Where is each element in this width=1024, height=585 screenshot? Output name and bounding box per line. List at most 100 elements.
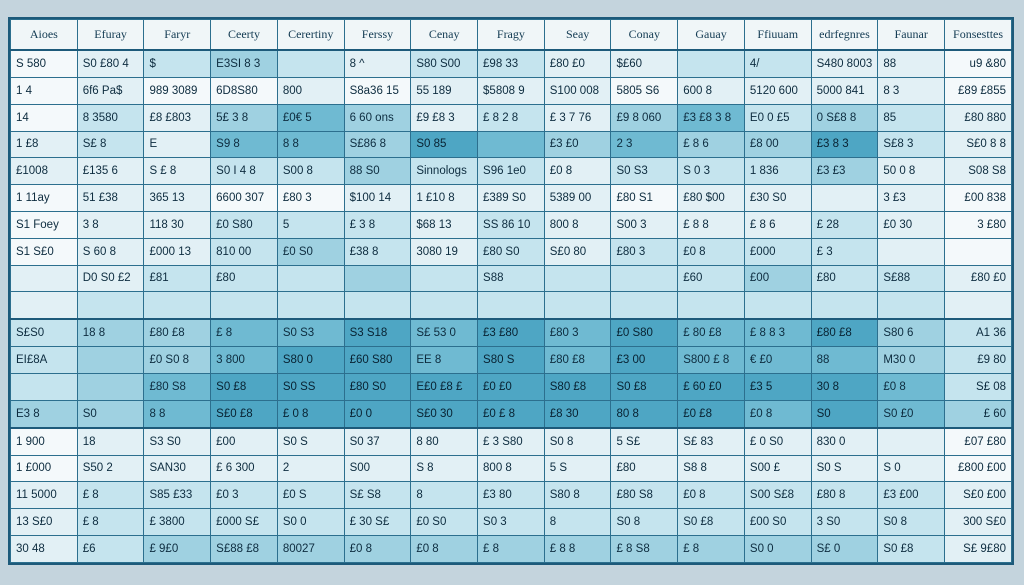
table-cell[interactable]: 1 11ay	[10, 184, 78, 212]
table-cell[interactable]: £9 80	[944, 346, 1012, 374]
table-cell[interactable]: £07 £80	[944, 426, 1012, 456]
table-cell[interactable]: S0 0	[276, 508, 345, 537]
table-cell[interactable]: £80	[610, 454, 679, 483]
table-cell[interactable]: £3 00	[610, 346, 679, 374]
table-cell[interactable]: £89 £855	[944, 76, 1012, 105]
table-cell[interactable]: 300 S£0	[944, 508, 1012, 537]
table-cell[interactable]: £0 8	[677, 237, 745, 266]
table-cell[interactable]: 1 4	[10, 76, 78, 105]
table-cell[interactable]: S£ 0	[810, 535, 879, 563]
table-cell[interactable]: S0 8	[543, 426, 612, 456]
table-cell[interactable]: S88	[477, 264, 545, 293]
table-cell[interactable]: S0 S3	[610, 157, 679, 186]
table-cell[interactable]: £0 30	[877, 210, 946, 239]
table-cell[interactable]: S0 3	[477, 508, 545, 537]
table-cell[interactable]: S00	[343, 454, 412, 483]
column-header[interactable]: Cerertiny	[276, 19, 345, 51]
table-cell[interactable]: £0 8	[677, 481, 745, 510]
table-cell[interactable]: £ 8 6	[743, 210, 812, 239]
table-cell[interactable]: E3 8	[10, 399, 78, 429]
table-cell[interactable]: SS 86 10	[477, 210, 545, 239]
table-cell[interactable]: $£60	[610, 49, 679, 78]
table-cell[interactable]: £ 8 2 8	[477, 103, 545, 132]
table-cell[interactable]: E	[143, 130, 212, 159]
table-cell[interactable]: £0 S	[276, 481, 345, 510]
table-cell[interactable]: A1 36	[944, 318, 1012, 348]
table-cell[interactable]: $100 14	[343, 184, 412, 212]
table-cell[interactable]: S0 85	[410, 130, 479, 159]
table-cell[interactable]: S0	[76, 399, 145, 429]
table-cell[interactable]: 4/	[743, 49, 812, 78]
table-cell[interactable]	[143, 291, 212, 320]
table-cell[interactable]: 0 S£8 8	[810, 103, 879, 132]
table-cell[interactable]: S£0 £8	[210, 399, 278, 429]
table-cell[interactable]: 5805 S6	[610, 76, 679, 105]
table-cell[interactable]: £000	[743, 237, 812, 266]
table-cell[interactable]: £3 £8 3 8	[677, 103, 745, 132]
table-cell[interactable]: £0 8	[410, 535, 479, 563]
table-cell[interactable]: 1 900	[10, 426, 78, 456]
table-cell[interactable]: £0 8	[343, 535, 412, 563]
table-cell[interactable]: 5120 600	[743, 76, 812, 105]
table-cell[interactable]: 2 3	[610, 130, 679, 159]
table-cell[interactable]: 118 30	[143, 210, 212, 239]
table-cell[interactable]: 6600 307	[210, 184, 278, 212]
column-header[interactable]: Ferssy	[343, 19, 412, 51]
table-cell[interactable]: S85 £33	[143, 481, 212, 510]
table-cell[interactable]	[10, 372, 78, 401]
table-cell[interactable]: £0 3	[210, 481, 278, 510]
table-cell[interactable]: £000 S£	[210, 508, 278, 537]
table-cell[interactable]: £3 8 3	[810, 130, 879, 159]
table-cell[interactable]	[276, 291, 345, 320]
table-cell[interactable]: € £0	[743, 346, 812, 374]
table-cell[interactable]: £8 30	[543, 399, 612, 429]
table-cell[interactable]: 3 800	[210, 346, 278, 374]
table-cell[interactable]: S50 2	[76, 454, 145, 483]
table-cell[interactable]: 50 0 8	[877, 157, 946, 186]
table-cell[interactable]: S0	[810, 399, 879, 429]
table-cell[interactable]: S0 SS	[276, 372, 345, 401]
table-cell[interactable]: £0 0	[343, 399, 412, 429]
table-cell[interactable]: £80 $00	[677, 184, 745, 212]
table-cell[interactable]: S1 Foey	[10, 210, 78, 239]
table-cell[interactable]: S0 £8	[877, 535, 946, 563]
table-cell[interactable]: £0 S0	[410, 508, 479, 537]
table-cell[interactable]: £80 S8	[143, 372, 212, 401]
table-cell[interactable]: S800 £ 8	[677, 346, 745, 374]
table-cell[interactable]: S£88 £8	[210, 535, 278, 563]
table-cell[interactable]: £0 8	[743, 399, 812, 429]
table-cell[interactable]: 3 £80	[944, 210, 1012, 239]
table-cell[interactable]: £00	[743, 264, 812, 293]
table-cell[interactable]: S96 1e0	[477, 157, 545, 186]
table-cell[interactable]: 6D8S80	[210, 76, 278, 105]
table-cell[interactable]: S£ 8	[76, 130, 145, 159]
table-cell[interactable]: £0 8	[877, 372, 946, 401]
table-cell[interactable]: £ 8 8	[677, 210, 745, 239]
table-cell[interactable]: S0 8	[610, 508, 679, 537]
table-cell[interactable]: S£8 3	[877, 130, 946, 159]
table-cell[interactable]: £ 8	[76, 508, 145, 537]
table-cell[interactable]: £9 £8 3	[410, 103, 479, 132]
table-cell[interactable]: S£ 08	[944, 372, 1012, 401]
table-cell[interactable]	[877, 291, 946, 320]
table-cell[interactable]: 989 3089	[143, 76, 212, 105]
table-cell[interactable]: 3 £3	[877, 184, 946, 212]
table-cell[interactable]: £80	[210, 264, 278, 293]
table-cell[interactable]: 30 8	[810, 372, 879, 401]
table-cell[interactable]: S0 8	[877, 508, 946, 537]
table-cell[interactable]: £80 S0	[343, 372, 412, 401]
table-cell[interactable]: 80 8	[610, 399, 679, 429]
table-cell[interactable]: £ 3 7 76	[543, 103, 612, 132]
table-cell[interactable]: £0€ 5	[276, 103, 345, 132]
table-cell[interactable]: S£88	[877, 264, 946, 293]
table-cell[interactable]: S80 S	[477, 346, 545, 374]
table-cell[interactable]: E£0 £8 £	[410, 372, 479, 401]
table-cell[interactable]: 30 48	[10, 535, 78, 563]
table-cell[interactable]	[477, 130, 545, 159]
table-cell[interactable]: S0 £80 4	[76, 49, 145, 78]
table-cell[interactable]: S00 S£8	[743, 481, 812, 510]
table-cell[interactable]: 830 0	[810, 426, 879, 456]
table-cell[interactable]: 800 8	[543, 210, 612, 239]
table-cell[interactable]: £ 9£0	[143, 535, 212, 563]
column-header[interactable]: edrfegnres	[810, 19, 879, 51]
